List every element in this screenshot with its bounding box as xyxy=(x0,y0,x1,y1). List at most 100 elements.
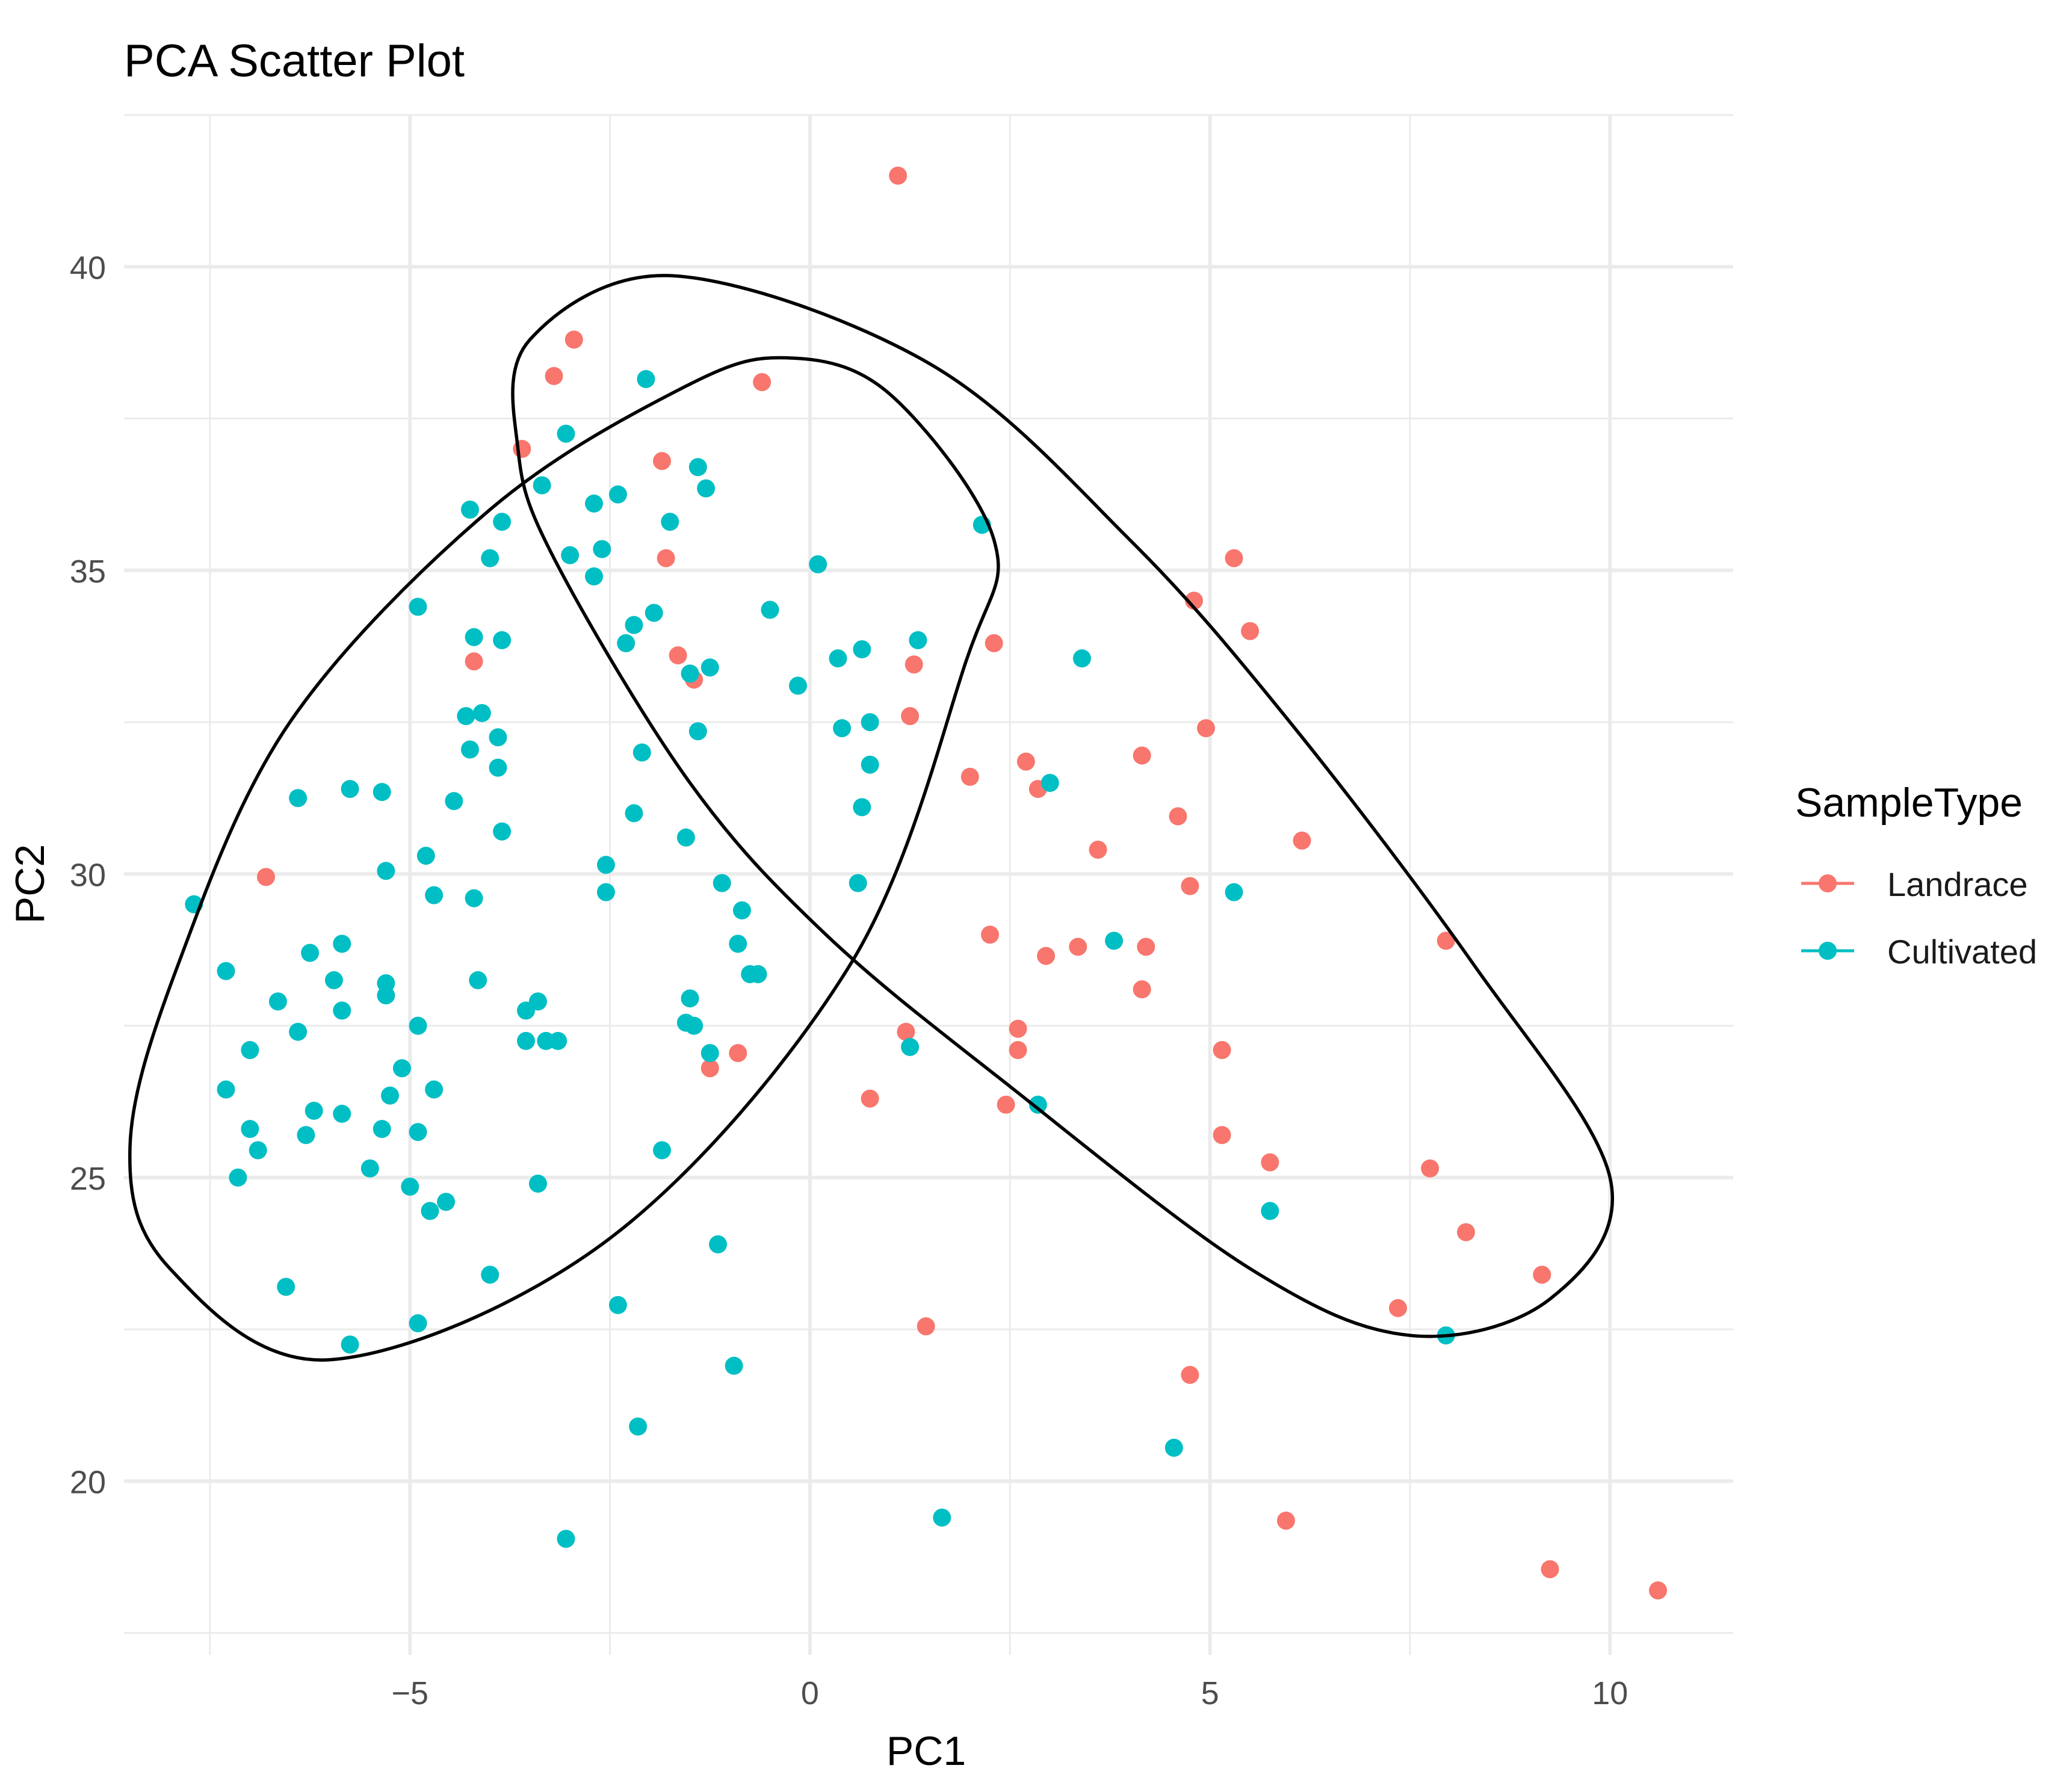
point-cultivated[interactable] xyxy=(489,758,507,777)
point-landrace[interactable] xyxy=(1185,592,1204,610)
point-cultivated[interactable] xyxy=(401,1178,419,1196)
point-landrace[interactable] xyxy=(1225,549,1243,567)
point-cultivated[interactable] xyxy=(528,1174,547,1193)
point-landrace[interactable] xyxy=(1213,1126,1231,1145)
point-cultivated[interactable] xyxy=(465,628,483,646)
point-cultivated[interactable] xyxy=(217,1080,235,1099)
point-landrace[interactable] xyxy=(729,1044,747,1063)
point-landrace[interactable] xyxy=(1213,1040,1231,1059)
point-cultivated[interactable] xyxy=(341,780,359,799)
point-cultivated[interactable] xyxy=(713,874,731,892)
point-landrace[interactable] xyxy=(901,706,920,725)
point-landrace[interactable] xyxy=(1541,1560,1559,1578)
point-landrace[interactable] xyxy=(657,549,675,567)
point-landrace[interactable] xyxy=(1133,980,1151,999)
point-cultivated[interactable] xyxy=(685,1016,704,1035)
point-cultivated[interactable] xyxy=(425,1080,444,1099)
point-cultivated[interactable] xyxy=(645,604,663,622)
point-cultivated[interactable] xyxy=(625,804,643,823)
point-cultivated[interactable] xyxy=(729,935,747,953)
point-cultivated[interactable] xyxy=(608,1296,627,1314)
point-cultivated[interactable] xyxy=(833,719,852,738)
point-cultivated[interactable] xyxy=(409,1123,427,1142)
point-landrace[interactable] xyxy=(669,646,687,665)
point-landrace[interactable] xyxy=(1181,877,1199,895)
point-landrace[interactable] xyxy=(889,166,908,185)
point-cultivated[interactable] xyxy=(465,889,483,907)
point-cultivated[interactable] xyxy=(632,743,651,762)
point-cultivated[interactable] xyxy=(709,1235,728,1253)
point-cultivated[interactable] xyxy=(460,500,479,519)
point-cultivated[interactable] xyxy=(409,1314,427,1333)
point-cultivated[interactable] xyxy=(584,567,603,586)
point-cultivated[interactable] xyxy=(373,783,391,802)
point-cultivated[interactable] xyxy=(517,1001,536,1020)
point-cultivated[interactable] xyxy=(445,792,463,811)
point-cultivated[interactable] xyxy=(268,992,287,1011)
point-landrace[interactable] xyxy=(1388,1299,1407,1317)
point-cultivated[interactable] xyxy=(392,1059,411,1078)
point-cultivated[interactable] xyxy=(1261,1202,1279,1220)
point-cultivated[interactable] xyxy=(652,1141,671,1160)
point-cultivated[interactable] xyxy=(416,847,435,865)
point-landrace[interactable] xyxy=(1649,1581,1668,1600)
point-cultivated[interactable] xyxy=(593,540,611,558)
point-cultivated[interactable] xyxy=(853,798,871,817)
point-landrace[interactable] xyxy=(545,366,563,385)
point-cultivated[interactable] xyxy=(909,631,927,649)
point-cultivated[interactable] xyxy=(493,631,512,649)
point-landrace[interactable] xyxy=(1421,1159,1440,1178)
point-cultivated[interactable] xyxy=(637,369,655,388)
point-landrace[interactable] xyxy=(1456,1223,1475,1241)
point-cultivated[interactable] xyxy=(360,1159,379,1178)
point-cultivated[interactable] xyxy=(517,1031,536,1050)
point-cultivated[interactable] xyxy=(425,886,444,904)
point-cultivated[interactable] xyxy=(241,1120,259,1139)
point-landrace[interactable] xyxy=(1293,831,1311,850)
point-cultivated[interactable] xyxy=(861,713,879,732)
point-landrace[interactable] xyxy=(564,330,583,349)
point-cultivated[interactable] xyxy=(681,664,699,683)
point-cultivated[interactable] xyxy=(561,546,580,564)
point-cultivated[interactable] xyxy=(596,883,615,901)
point-landrace[interactable] xyxy=(465,652,483,671)
point-cultivated[interactable] xyxy=(481,1265,499,1284)
point-landrace[interactable] xyxy=(981,925,1000,944)
point-landrace[interactable] xyxy=(1016,752,1035,771)
point-cultivated[interactable] xyxy=(557,424,575,443)
point-landrace[interactable] xyxy=(1009,1019,1027,1038)
point-cultivated[interactable] xyxy=(533,476,551,495)
point-landrace[interactable] xyxy=(652,452,671,471)
point-cultivated[interactable] xyxy=(853,640,871,658)
point-cultivated[interactable] xyxy=(617,634,636,652)
point-cultivated[interactable] xyxy=(457,706,475,725)
point-cultivated[interactable] xyxy=(788,676,807,695)
point-cultivated[interactable] xyxy=(333,1104,351,1123)
point-cultivated[interactable] xyxy=(1225,883,1243,901)
point-cultivated[interactable] xyxy=(697,479,716,498)
point-cultivated[interactable] xyxy=(277,1278,295,1296)
point-landrace[interactable] xyxy=(1241,622,1260,640)
point-landrace[interactable] xyxy=(1037,947,1056,965)
point-landrace[interactable] xyxy=(1261,1153,1279,1172)
point-landrace[interactable] xyxy=(1533,1265,1551,1284)
point-cultivated[interactable] xyxy=(849,874,867,892)
point-landrace[interactable] xyxy=(1069,938,1087,956)
point-cultivated[interactable] xyxy=(249,1141,267,1160)
point-landrace[interactable] xyxy=(753,372,772,391)
point-cultivated[interactable] xyxy=(700,658,719,677)
point-landrace[interactable] xyxy=(1169,807,1187,826)
point-cultivated[interactable] xyxy=(901,1037,920,1056)
point-landrace[interactable] xyxy=(1133,746,1151,765)
point-cultivated[interactable] xyxy=(732,901,751,919)
point-cultivated[interactable] xyxy=(1072,649,1091,668)
point-cultivated[interactable] xyxy=(289,1022,308,1041)
point-landrace[interactable] xyxy=(700,1059,719,1078)
point-cultivated[interactable] xyxy=(676,828,695,847)
point-landrace[interactable] xyxy=(960,767,979,786)
point-cultivated[interactable] xyxy=(241,1040,259,1059)
point-landrace[interactable] xyxy=(1009,1040,1027,1059)
point-landrace[interactable] xyxy=(256,868,275,886)
point-cultivated[interactable] xyxy=(377,986,395,1005)
point-landrace[interactable] xyxy=(917,1317,935,1336)
